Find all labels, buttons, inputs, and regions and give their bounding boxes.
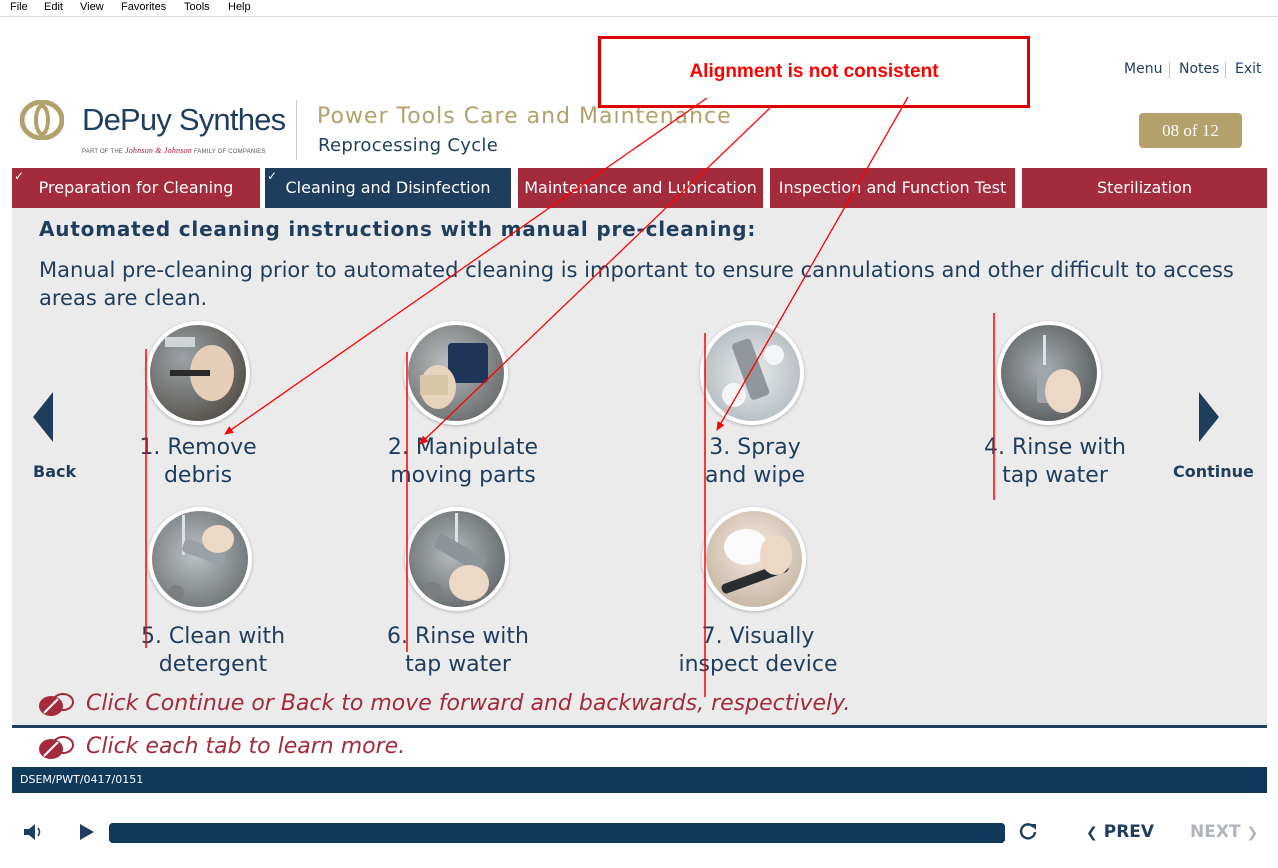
replay-icon[interactable] xyxy=(1018,822,1038,842)
pills-icon xyxy=(39,693,74,716)
tab-label: Sterilization xyxy=(1096,178,1193,197)
brand-name: DePuy Synthes xyxy=(82,102,286,137)
step-3-line2: and wipe xyxy=(705,463,805,488)
back-arrow-icon[interactable] xyxy=(33,392,53,442)
annotation-callout: Alignment is not consistent xyxy=(598,36,1030,108)
step-1-image xyxy=(146,321,250,425)
content-intro: Manual pre-cleaning prior to automated c… xyxy=(39,258,1234,310)
notes-link[interactable]: Notes xyxy=(1179,61,1220,77)
hint-continue-back: Click Continue or Back to move forward a… xyxy=(38,691,850,717)
step-2-line1: 2. Manipulate xyxy=(387,435,539,460)
next-label: NEXT xyxy=(1190,822,1241,842)
step-7-image xyxy=(702,507,806,611)
exit-link[interactable]: Exit xyxy=(1235,61,1262,77)
header-divider xyxy=(296,100,297,160)
step-6-image xyxy=(405,507,509,611)
menu-file[interactable]: File xyxy=(10,1,28,13)
progress-fill xyxy=(109,823,1005,843)
hint-tabs: Click each tab to learn more. xyxy=(38,734,405,760)
tab-sterilization[interactable]: Sterilization xyxy=(1022,168,1267,208)
tab-preparation-for-cleaning[interactable]: ✓ Preparation for Cleaning xyxy=(12,168,260,208)
hint-tabs-text: Click each tab to learn more. xyxy=(86,734,406,759)
step-3-label: 3. Spray and wipe xyxy=(645,434,865,490)
chevron-left-icon: ❮ xyxy=(1086,825,1098,841)
tab-label: Inspection and Function Test xyxy=(778,178,1007,197)
menu-favorites[interactable]: Favorites xyxy=(121,1,167,13)
step-5-line2: detergent xyxy=(158,652,268,677)
tagline-brand: Johnson & Johnson xyxy=(124,146,192,155)
brand-tagline: PART OF THE Johnson & Johnson FAMILY OF … xyxy=(82,146,266,155)
course-subtitle: Reprocessing Cycle xyxy=(318,135,499,156)
step-7-label: 7. Visually inspect device xyxy=(648,623,868,679)
step-3-image xyxy=(700,321,804,425)
tab-maintenance-and-lubrication[interactable]: Maintenance and Lubrication xyxy=(518,168,763,208)
step-6-label: 6. Rinse with tap water xyxy=(348,623,568,679)
menu-view[interactable]: View xyxy=(80,1,104,13)
step-4-label: 4. Rinse with tap water xyxy=(945,434,1165,490)
step-3-line1: 3. Spray xyxy=(709,435,801,460)
menu-tools[interactable]: Tools xyxy=(184,1,210,13)
step-1-line2: debris xyxy=(163,463,233,488)
check-icon: ✓ xyxy=(14,169,25,183)
step-6-line1: 6. Rinse with xyxy=(387,624,529,649)
footer-bar: DSEM/PWT/0417/0151 xyxy=(12,767,1267,793)
step-4-line2: tap water xyxy=(1002,463,1108,488)
chevron-right-icon: ❯ xyxy=(1246,825,1259,841)
step-7-line1: 7. Visually xyxy=(701,624,815,649)
nav-separator xyxy=(1225,62,1226,78)
footer-code: DSEM/PWT/0417/0151 xyxy=(20,773,144,786)
step-5-line1: 5. Clean with xyxy=(140,624,286,649)
tab-label: Preparation for Cleaning xyxy=(38,178,234,197)
prev-label: PREV xyxy=(1103,822,1155,842)
menu-help[interactable]: Help xyxy=(228,1,251,13)
step-4-image xyxy=(997,321,1101,425)
tagline-post: FAMILY OF COMPANIES xyxy=(193,149,266,155)
tab-cleaning-and-disinfection[interactable]: ✓ Cleaning and Disinfection xyxy=(265,168,511,208)
menu-link[interactable]: Menu xyxy=(1124,61,1163,77)
pills-icon xyxy=(39,736,74,759)
continue-button[interactable]: Continue xyxy=(1173,462,1254,481)
logo-ring-icon xyxy=(20,100,64,140)
page-counter: 08 of 12 xyxy=(1139,113,1242,148)
volume-icon[interactable] xyxy=(24,823,44,841)
tab-label: Maintenance and Lubrication xyxy=(524,178,757,197)
hint-continue-back-text: Click Continue or Back to move forward a… xyxy=(86,691,851,716)
check-icon: ✓ xyxy=(267,169,278,183)
play-icon[interactable] xyxy=(80,824,94,840)
step-5-image xyxy=(148,507,252,611)
menu-edit[interactable]: Edit xyxy=(44,1,63,13)
step-7-line2: inspect device xyxy=(678,652,838,677)
nav-separator xyxy=(1169,62,1170,78)
tagline-pre: PART OF THE xyxy=(82,149,124,155)
step-2-line2: moving parts xyxy=(390,463,536,488)
browser-menubar: File Edit View Favorites Tools Help xyxy=(0,0,1278,17)
step-2-image xyxy=(404,321,508,425)
back-button[interactable]: Back xyxy=(33,462,77,481)
continue-arrow-icon[interactable] xyxy=(1199,392,1219,442)
step-6-line2: tap water xyxy=(405,652,511,677)
step-1-label: 1. Remove debris xyxy=(88,434,308,490)
tab-inspection-and-function-test[interactable]: Inspection and Function Test xyxy=(770,168,1015,208)
prev-button[interactable]: ❮ PREV xyxy=(1086,822,1154,842)
step-2-label: 2. Manipulate moving parts xyxy=(353,434,573,490)
content-heading: Automated cleaning instructions with man… xyxy=(39,217,757,241)
company-logo: DePuy Synthes PART OF THE Johnson & John… xyxy=(18,96,298,162)
step-4-line1: 4. Rinse with xyxy=(984,435,1126,460)
annotation-text: Alignment is not consistent xyxy=(689,61,939,82)
step-5-label: 5. Clean with detergent xyxy=(103,623,323,679)
next-button[interactable]: NEXT ❯ xyxy=(1190,822,1258,842)
panel-divider xyxy=(12,725,1267,728)
step-1-line1: 1. Remove xyxy=(139,435,257,460)
tab-label: Cleaning and Disinfection xyxy=(285,178,491,197)
progress-bar[interactable] xyxy=(109,823,1005,843)
